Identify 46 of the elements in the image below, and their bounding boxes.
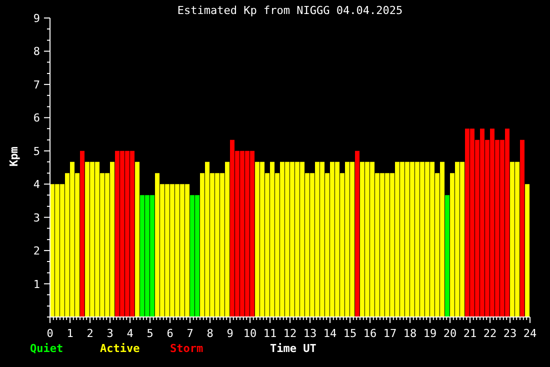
bar (445, 195, 450, 317)
y-tick-label: 7 (33, 78, 40, 92)
x-tick-label: 3 (106, 327, 114, 340)
x-tick-label: 18 (403, 327, 417, 340)
x-tick-label: 16 (363, 327, 377, 340)
x-tick-label: 11 (263, 327, 277, 340)
x-tick-label: 12 (283, 327, 297, 340)
y-axis-title: Kpm (8, 146, 20, 168)
x-tick-label: 7 (186, 327, 194, 340)
x-tick-label: 19 (423, 327, 437, 340)
bar (525, 184, 530, 317)
y-tick-label: 9 (33, 12, 40, 25)
x-tick-label: 22 (483, 327, 497, 340)
x-tick-label: 8 (206, 327, 214, 340)
x-tick-label: 15 (343, 327, 357, 340)
y-tick-label: 6 (33, 112, 40, 125)
x-tick-label: 2 (86, 327, 94, 340)
x-tick-label: 17 (383, 327, 397, 340)
x-tick-label: 23 (503, 327, 517, 340)
y-tick-label: 3 (33, 211, 40, 224)
text: Storm (170, 342, 204, 355)
bar (80, 150, 84, 317)
y-tick-label: 4 (33, 178, 40, 192)
x-tick-label: 1 (66, 327, 74, 340)
chart-title: Estimated Kp from NIGGG 04.04.2025 (176, 4, 404, 17)
y-tick-label: 2 (33, 244, 40, 258)
y-tick-label: 8 (33, 45, 40, 58)
bar (520, 140, 524, 317)
x-tick-label: 13 (303, 327, 317, 340)
x-tick-label: 0 (46, 327, 54, 340)
x-tick-label: 14 (323, 327, 337, 340)
y-tick-label: 5 (33, 144, 40, 158)
x-tick-label: 24 (523, 327, 537, 340)
x-tick-label: 9 (226, 327, 234, 340)
y-tick-label: 1 (33, 278, 40, 291)
text: Quiet (30, 342, 64, 355)
bar (135, 162, 140, 317)
x-tick-label: 6 (166, 327, 174, 340)
x-tick-label: 4 (126, 327, 134, 340)
x-tick-label: 21 (463, 327, 477, 340)
bar (355, 150, 360, 317)
x-tick-label: 20 (443, 327, 457, 340)
text: Active (100, 342, 141, 355)
x-tick-label: 10 (243, 327, 257, 340)
x-tick-label: 5 (146, 327, 154, 340)
x-axis-title: Time UT (270, 342, 316, 355)
